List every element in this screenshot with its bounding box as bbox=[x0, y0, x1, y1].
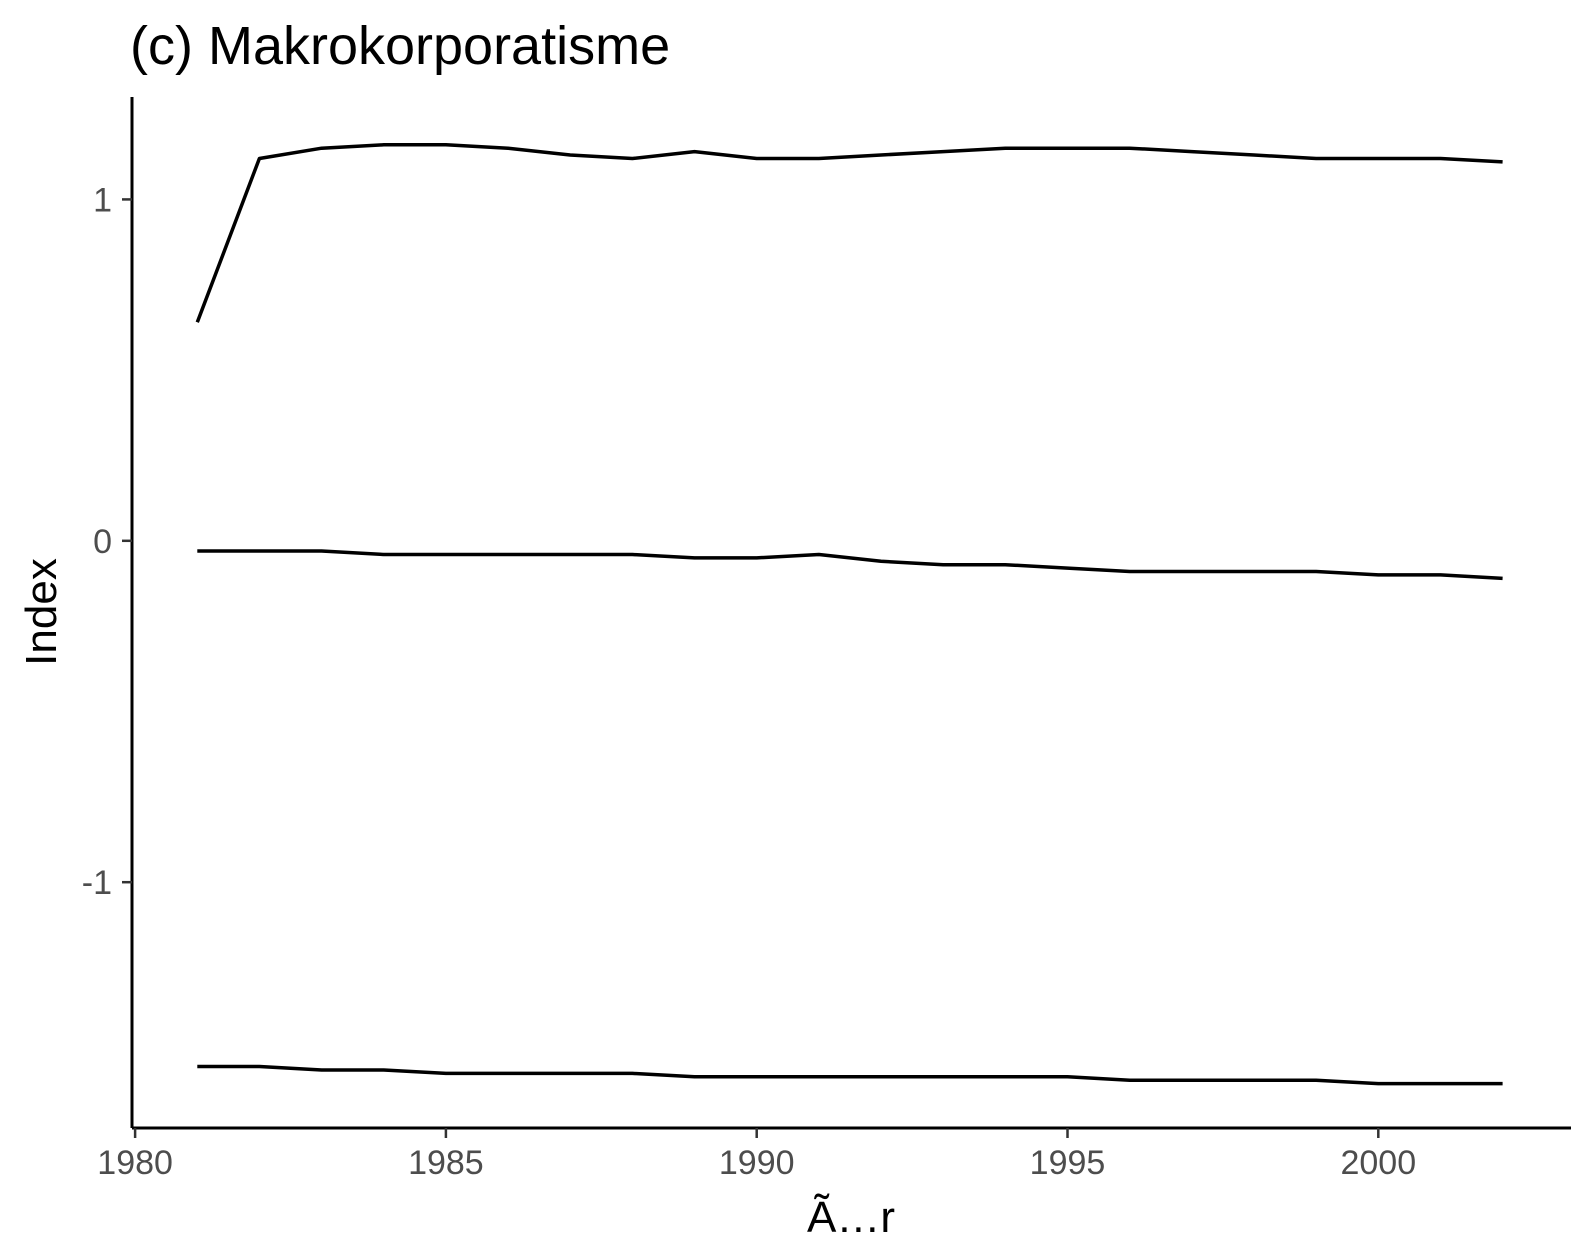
x-tick-label: 1990 bbox=[719, 1144, 795, 1182]
x-axis-ticks: 1980 1985 1990 1995 2000 bbox=[97, 1128, 1416, 1182]
series-layer bbox=[195, 143, 1503, 1086]
x-tick-label: 1980 bbox=[97, 1144, 173, 1182]
y-axis-ticks: -1 0 1 bbox=[82, 181, 132, 902]
chart-title: (c) Makrokorporatisme bbox=[130, 16, 670, 76]
y-tick-label: 1 bbox=[93, 181, 112, 219]
x-tick-label: 1995 bbox=[1030, 1144, 1106, 1182]
series-line-1 bbox=[195, 143, 1503, 323]
x-tick-label: 1985 bbox=[408, 1144, 484, 1182]
series-line-3 bbox=[197, 1064, 1503, 1086]
y-tick-label: 0 bbox=[93, 523, 112, 561]
x-tick-label: 2000 bbox=[1340, 1144, 1416, 1182]
y-tick-label: -1 bbox=[82, 864, 112, 902]
y-axis-title: Index bbox=[17, 558, 66, 666]
x-axis-title: Ã…r bbox=[807, 1192, 895, 1242]
series-line-2 bbox=[197, 549, 1503, 581]
